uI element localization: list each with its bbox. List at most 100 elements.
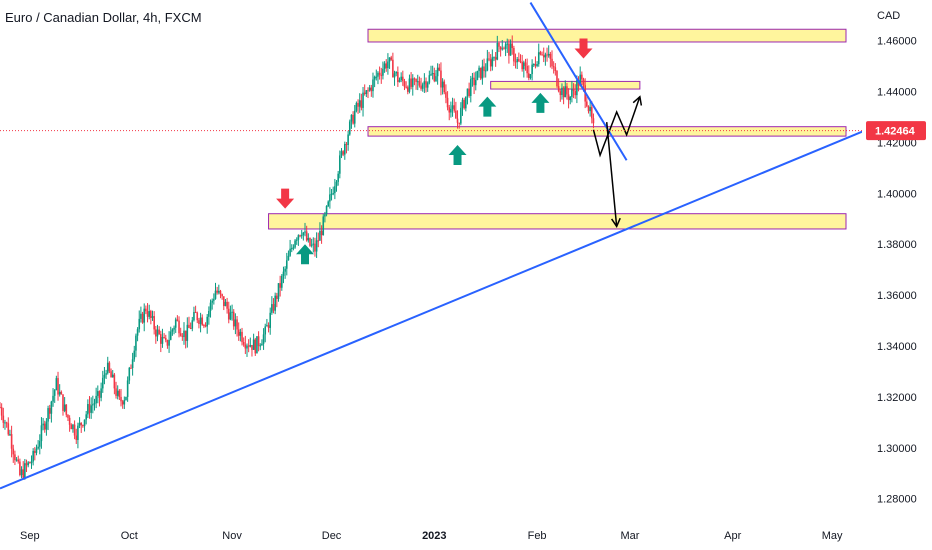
candle-83 [136, 327, 139, 342]
candle-147 [242, 337, 245, 347]
candle-94 [155, 325, 157, 344]
candle-body [146, 311, 149, 317]
candle-body [428, 75, 431, 83]
candle-body [531, 64, 533, 75]
candle-292 [483, 58, 485, 78]
candle-body [34, 450, 36, 453]
projection-drop-line[interactable] [605, 122, 618, 227]
candle-body [93, 403, 96, 405]
candle-242 [400, 72, 402, 83]
candle-48 [78, 417, 81, 429]
candle-78 [128, 366, 131, 385]
candle-162 [267, 322, 270, 333]
candle-body [166, 340, 169, 346]
candle-129 [213, 293, 215, 305]
candle-body [148, 311, 150, 317]
candle-179 [295, 237, 298, 245]
candle-body [337, 173, 339, 182]
candle-58 [95, 387, 97, 409]
candle-body [370, 87, 373, 92]
candle-body [413, 78, 416, 80]
candle-body [193, 312, 195, 321]
candle-body [35, 448, 38, 453]
price-zone-1[interactable] [367, 28, 847, 43]
candle-body [78, 422, 81, 426]
candle-64 [105, 369, 107, 379]
candle-body [57, 378, 59, 395]
candle-body [159, 334, 162, 344]
candle-body [416, 81, 419, 83]
candle-19 [30, 455, 33, 469]
up-arrow-icon[interactable] [448, 145, 467, 166]
candle-body [511, 43, 514, 49]
candle-171 [282, 266, 285, 284]
candle-284 [469, 75, 472, 103]
candle-body [276, 295, 278, 299]
candle-301 [498, 41, 500, 53]
price-axis-background[interactable] [862, 0, 932, 550]
candle-body [509, 43, 512, 56]
candle-body [135, 335, 137, 351]
candle-354 [586, 95, 588, 108]
candle-182 [300, 229, 303, 239]
time-axis-background[interactable] [0, 519, 932, 550]
candle-body [174, 319, 177, 328]
candle-body [571, 89, 573, 97]
up-arrow-icon[interactable] [478, 96, 497, 117]
candle-body [310, 244, 313, 246]
candle-283 [468, 82, 470, 98]
candle-55 [90, 397, 92, 419]
candle-232 [383, 61, 386, 73]
projection-zigzag[interactable] [592, 96, 641, 158]
candle-260 [430, 65, 432, 77]
candle-body [254, 339, 257, 354]
candle-181 [299, 234, 301, 238]
candle-body [141, 313, 144, 323]
candle-body [471, 77, 474, 80]
candle-274 [453, 98, 456, 113]
candle-160 [264, 323, 267, 343]
candle-body [138, 318, 141, 330]
candle-74 [121, 399, 124, 409]
price-zone-4[interactable] [268, 213, 847, 230]
candle-93 [153, 311, 155, 335]
candle-302 [499, 46, 502, 57]
candle-body [68, 417, 71, 425]
trendline-2[interactable] [529, 2, 628, 161]
candle-body [136, 329, 139, 336]
candle-204 [337, 170, 339, 186]
candle-168 [277, 283, 280, 302]
candle-288 [476, 70, 479, 81]
candle-body [402, 76, 404, 82]
candle-body [259, 345, 262, 347]
candle-14 [22, 461, 25, 480]
candle-body [312, 243, 315, 245]
candle-334 [552, 61, 555, 74]
candle-body [393, 73, 396, 78]
price-tick-label: 1.36000 [877, 290, 917, 302]
candle-body [110, 371, 112, 378]
candle-33 [53, 389, 56, 403]
up-arrow-icon[interactable] [531, 92, 550, 113]
candle-128 [211, 298, 213, 310]
up-arrow-icon[interactable] [296, 244, 315, 265]
candle-161 [266, 318, 268, 327]
down-arrow-icon[interactable] [276, 188, 295, 209]
candle-117 [193, 306, 195, 322]
trendline-1[interactable] [0, 121, 886, 490]
candle-body [297, 235, 300, 240]
candle-342 [566, 82, 568, 100]
candle-149 [246, 343, 248, 357]
candle-144 [237, 322, 240, 341]
candle-body [38, 441, 41, 447]
down-arrow-icon[interactable] [574, 38, 593, 59]
candle-257 [425, 77, 427, 93]
projection-drop-arrowhead [610, 217, 621, 228]
candle-3 [4, 419, 6, 430]
candle-20 [32, 448, 34, 466]
candle-body [244, 344, 247, 349]
candle-180 [297, 234, 300, 246]
candle-body [186, 324, 189, 341]
candle-154 [254, 337, 257, 356]
